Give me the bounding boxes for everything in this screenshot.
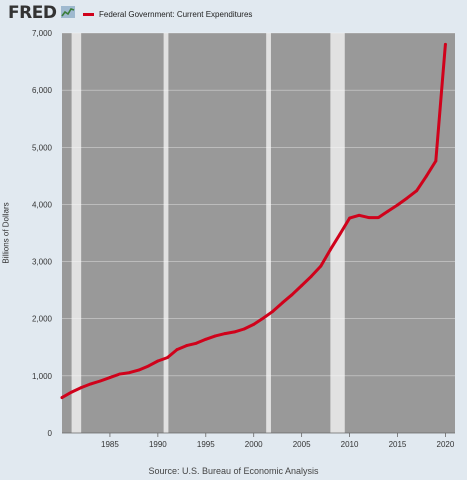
- shaded-band: [168, 33, 267, 433]
- data-point: [60, 396, 64, 399]
- data-point: [424, 175, 428, 178]
- x-tick-label: 2010: [341, 440, 359, 449]
- data-point: [348, 216, 351, 220]
- x-tick-label: 1995: [197, 440, 215, 449]
- data-point: [98, 379, 102, 383]
- data-point: [405, 196, 409, 200]
- y-tick-label: 3,000: [32, 258, 53, 267]
- data-point: [166, 356, 169, 359]
- data-point: [118, 372, 121, 376]
- header: FRED Federal Government: Current Expendi…: [0, 0, 467, 28]
- legend-label: Federal Government: Current Expenditures: [99, 9, 253, 19]
- legend: Federal Government: Current Expenditures: [83, 8, 252, 20]
- x-tick-label: 2020: [437, 440, 455, 449]
- source-note: Source: U.S. Bureau of Economic Analysis: [148, 466, 319, 476]
- data-point: [415, 189, 419, 193]
- data-point: [137, 368, 141, 372]
- y-tick-label: 6,000: [32, 86, 53, 95]
- data-point: [108, 376, 112, 379]
- data-point: [396, 203, 399, 207]
- y-tick-label: 2,000: [32, 315, 53, 324]
- data-point: [444, 43, 447, 46]
- chart-line-icon: [61, 6, 75, 18]
- y-tick-label: 4,000: [32, 200, 53, 209]
- y-tick-label: 7,000: [32, 29, 53, 38]
- data-point: [309, 275, 313, 278]
- data-point: [204, 337, 208, 341]
- data-point: [156, 359, 160, 363]
- data-point: [386, 209, 390, 213]
- data-point: [434, 159, 438, 163]
- data-point: [290, 293, 294, 297]
- shaded-band: [344, 33, 455, 433]
- x-tick-label: 1990: [149, 440, 167, 449]
- legend-swatch: [83, 12, 94, 16]
- data-point: [223, 332, 227, 335]
- data-point: [328, 248, 332, 251]
- y-axis-title: Billions of Dollars: [1, 202, 11, 264]
- data-point: [242, 327, 246, 331]
- data-point: [213, 334, 217, 338]
- shaded-band: [270, 33, 331, 433]
- data-point: [175, 348, 179, 351]
- data-point: [261, 316, 265, 320]
- fred-logo[interactable]: FRED: [8, 3, 57, 23]
- y-tick-label: 0: [48, 429, 53, 438]
- data-point: [127, 371, 131, 375]
- data-point: [185, 344, 189, 347]
- data-points: [60, 43, 447, 399]
- x-tick-label: 1985: [101, 440, 119, 449]
- data-point: [146, 364, 150, 368]
- data-point: [376, 216, 380, 219]
- data-point: [319, 264, 323, 268]
- x-tick-label: 2000: [245, 440, 263, 449]
- y-tick-label: 1,000: [32, 372, 53, 381]
- shaded-band: [62, 33, 72, 433]
- grid-lines: [62, 32, 455, 377]
- y-axis-ticks: 0 1,000 2,000 3,000 4,000 5,000 6,000 7,000: [32, 29, 53, 438]
- data-point: [300, 284, 304, 287]
- data-point: [281, 301, 284, 305]
- x-tick-label: 2015: [389, 440, 407, 449]
- data-point: [194, 341, 198, 345]
- data-point: [233, 330, 236, 334]
- y-tick-label: 5,000: [32, 143, 53, 152]
- x-tick-label: 2005: [293, 440, 311, 449]
- data-point: [252, 323, 256, 326]
- data-point: [271, 309, 275, 313]
- data-point: [79, 386, 83, 389]
- data-point: [89, 382, 93, 386]
- data-point: [338, 232, 342, 236]
- data-point: [70, 390, 73, 394]
- data-point: [357, 213, 361, 217]
- x-axis-ticks: 1985 1990 1995 2000 2005 2010 2015 2020: [101, 433, 455, 449]
- data-point: [367, 216, 371, 219]
